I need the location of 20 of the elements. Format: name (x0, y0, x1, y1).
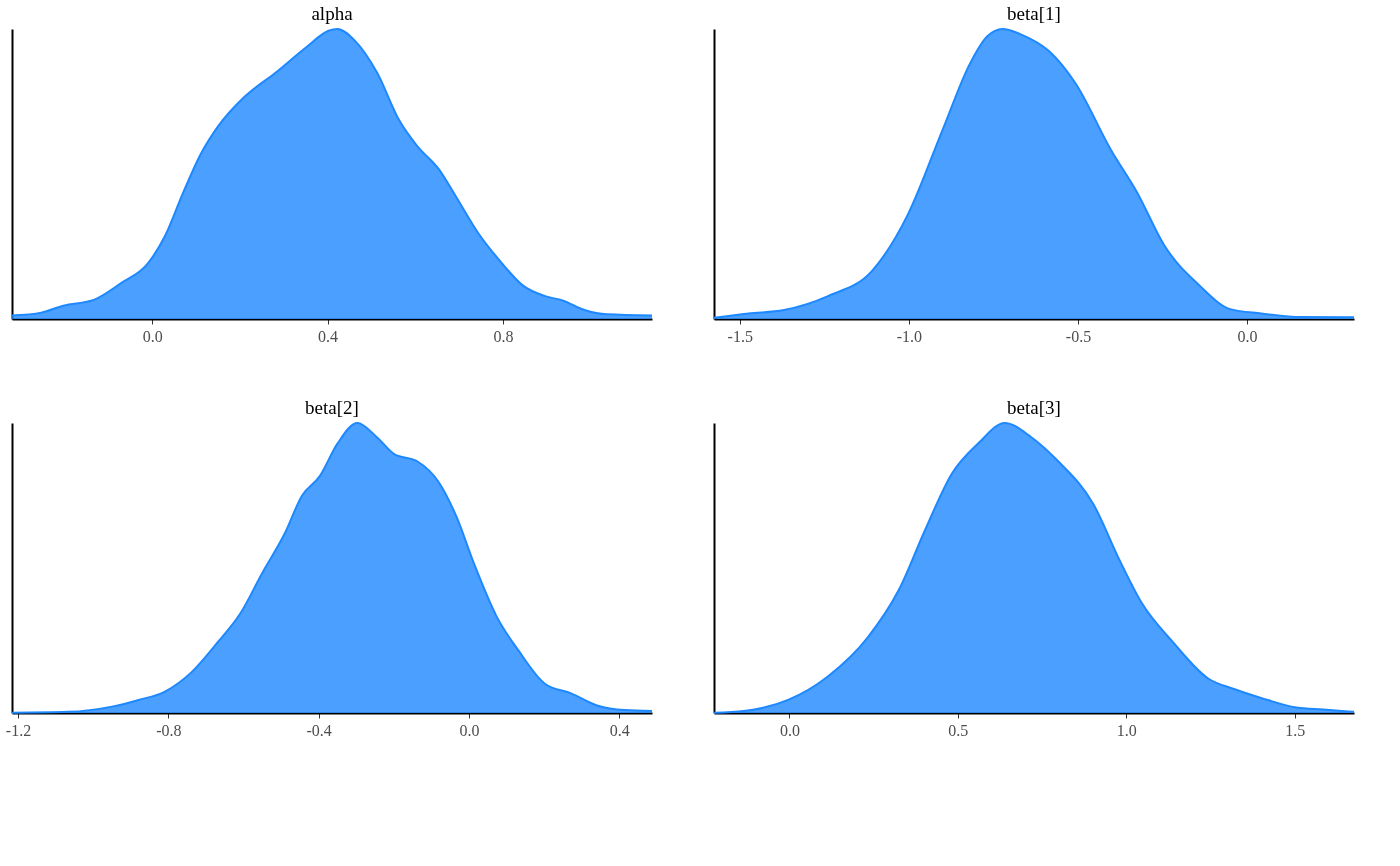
x-tick-label: 0.0 (1237, 327, 1258, 345)
chart-title: alpha (311, 3, 354, 24)
x-tick-label: -0.8 (156, 721, 182, 739)
x-tick-label: 0.5 (948, 721, 969, 739)
x-tick-label: 0.0 (779, 721, 800, 739)
x-tick-label: 0.0 (142, 327, 163, 345)
chart-title: beta[2] (305, 397, 359, 418)
x-tick-label: -0.4 (306, 721, 332, 739)
x-tick-label: -1.2 (5, 721, 32, 739)
x-tick-label: 0.4 (609, 721, 630, 739)
chart-title: beta[1] (1007, 3, 1061, 24)
x-tick-label: -0.5 (1065, 327, 1092, 345)
x-tick-label: 0.4 (318, 327, 339, 345)
x-tick-label: 1.5 (1285, 721, 1306, 739)
x-tick-label: -1.5 (727, 327, 753, 345)
chart-title: beta[3] (1007, 397, 1061, 418)
x-tick-label: -1.0 (896, 327, 923, 345)
x-tick-label: 1.0 (1116, 721, 1137, 739)
x-tick-label: 0.0 (459, 721, 480, 739)
x-tick-label: 0.8 (493, 327, 514, 345)
